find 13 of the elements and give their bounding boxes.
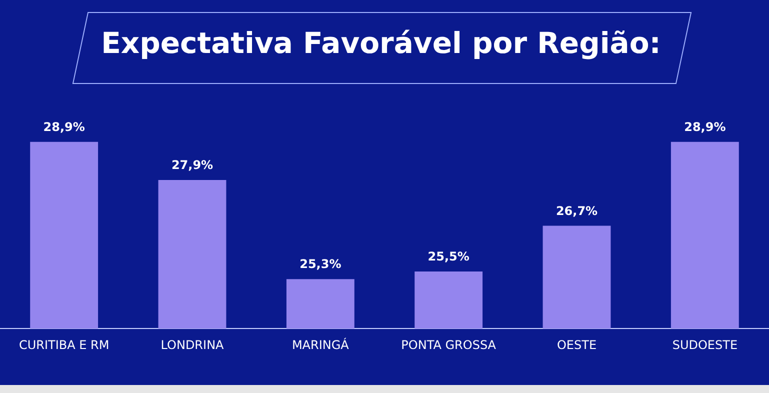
x-tick-label: CURITIBA E RM [18,338,110,352]
data-label: 28,9% [43,120,85,134]
x-tick-label: MARINGÁ [292,336,350,352]
data-label: 26,7% [556,204,598,218]
data-label: 25,5% [428,250,470,264]
data-label: 27,9% [171,158,214,172]
x-tick-label: OESTE [556,338,597,352]
x-tick-label: LONDRINA [160,338,225,352]
x-tick-label: SUDOESTE [672,338,738,352]
chart-title: Expectativa Favorável por Região: [100,26,662,60]
data-label: 28,9% [684,120,726,134]
data-label: 25,3% [300,257,342,272]
x-tick-label: PONTA GROSSA [401,338,497,352]
